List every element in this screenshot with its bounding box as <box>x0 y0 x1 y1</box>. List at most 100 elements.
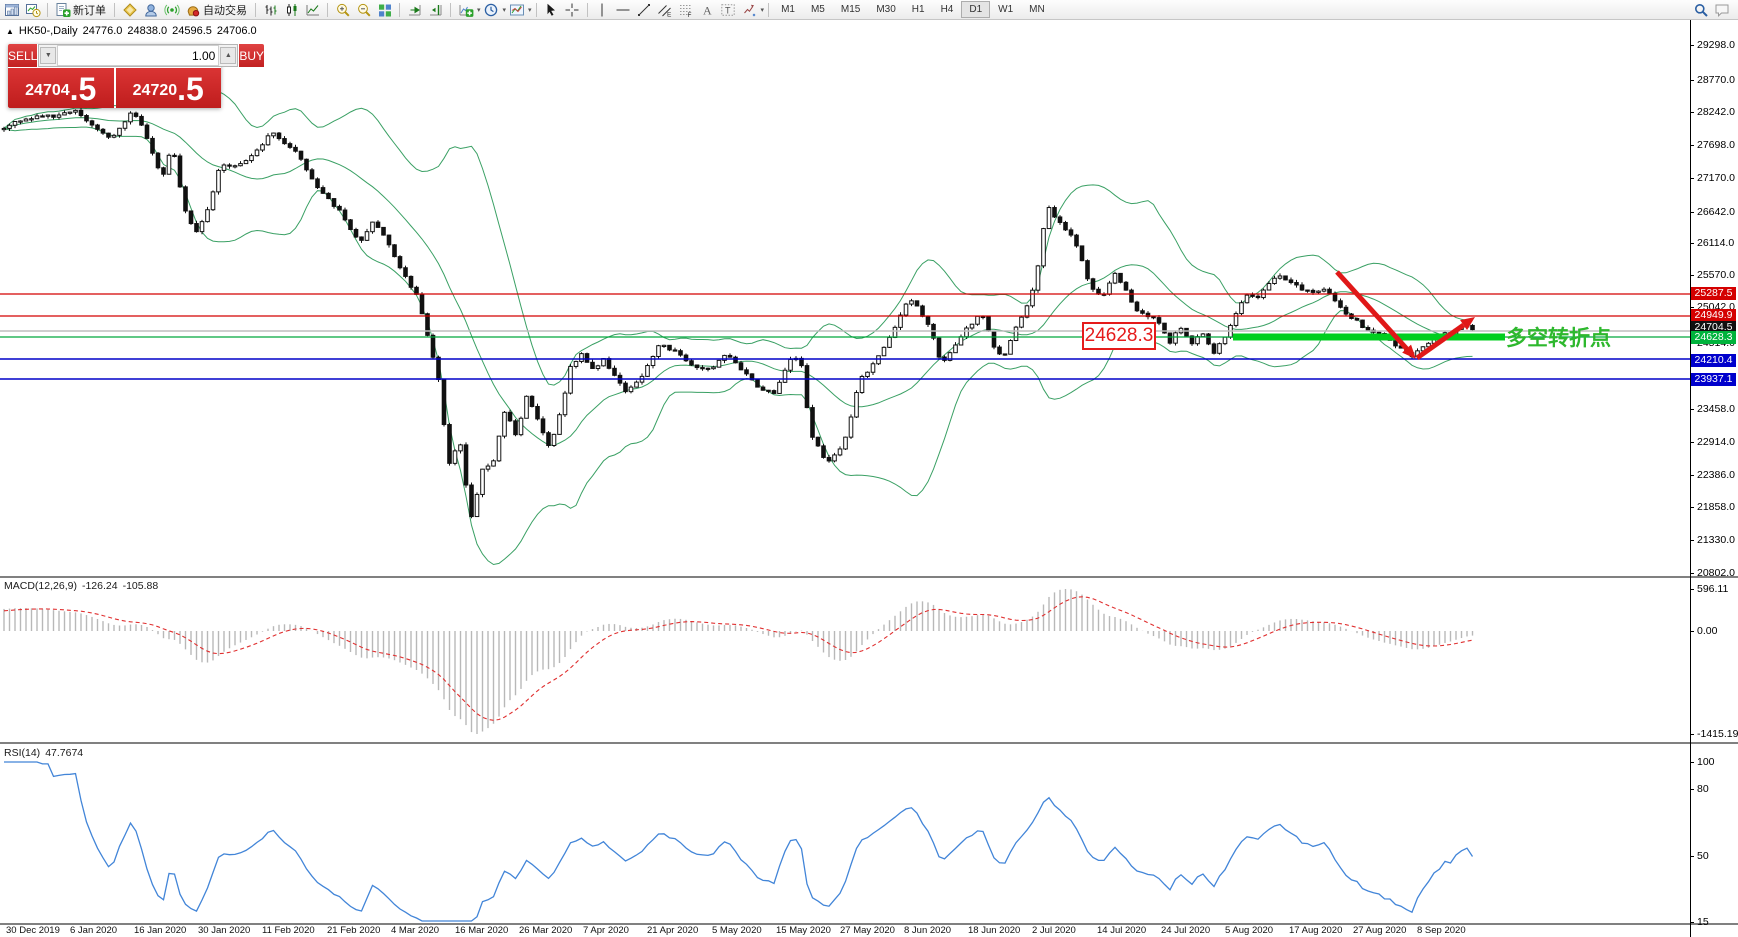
zoom-in-icon[interactable] <box>332 1 353 19</box>
bar-chart-icon[interactable] <box>260 1 281 19</box>
text-label-icon[interactable]: T <box>718 1 739 19</box>
pane-separator[interactable] <box>0 923 1738 925</box>
search-icon[interactable] <box>1690 1 1711 19</box>
periods-dropdown-icon[interactable]: ▾ <box>502 6 507 14</box>
price-level-label: 25287.5 <box>1691 286 1736 300</box>
axis-tick <box>1690 343 1694 344</box>
svg-text:T: T <box>725 5 731 15</box>
axis-tick <box>1690 922 1694 923</box>
axis-tick-label: 22386.0 <box>1697 469 1735 481</box>
axis-tick <box>1690 212 1694 213</box>
axis-tick <box>1690 856 1694 857</box>
macd-indicator-label: MACD(12,26,9) -126.24 -105.88 <box>4 580 163 592</box>
axis-tick-label: 50 <box>1697 850 1709 862</box>
auto-trading-icon[interactable] <box>182 1 203 19</box>
trendline-icon[interactable] <box>634 1 655 19</box>
date-label: 5 May 2020 <box>712 925 762 936</box>
price-level-label: 24949.9 <box>1691 308 1736 322</box>
chat-icon[interactable] <box>1711 1 1732 19</box>
axis-tick-label: 27170.0 <box>1697 172 1735 184</box>
expert-advisors-icon[interactable] <box>140 1 161 19</box>
date-label: 8 Sep 2020 <box>1417 925 1466 936</box>
auto-scroll-icon[interactable] <box>404 1 425 19</box>
axis-tick-label: 25570.0 <box>1697 269 1735 281</box>
turning-point-annotation: 多空转折点 <box>1506 327 1611 350</box>
axis-tick <box>1690 789 1694 790</box>
candle-chart-icon[interactable] <box>281 1 302 19</box>
chart-shift-icon[interactable] <box>425 1 446 19</box>
timeframe-m1-button[interactable]: M1 <box>781 4 795 15</box>
timeframe-mn-button[interactable]: MN <box>1029 4 1045 15</box>
horizontal-line-icon[interactable] <box>613 1 634 19</box>
new-order-label[interactable]: 新订单 <box>73 4 106 17</box>
panel-toggle-icon[interactable]: ▲ <box>6 27 14 36</box>
sell-price-pips: .5 <box>69 71 97 107</box>
axis-tick-label: 20802.0 <box>1697 567 1735 579</box>
signals-icon[interactable] <box>161 1 182 19</box>
date-label: 5 Aug 2020 <box>1225 925 1274 936</box>
zoom-out-icon[interactable] <box>353 1 374 19</box>
ohlc-close: 24706.0 <box>216 25 257 37</box>
sell-price-button[interactable]: 24704.5 <box>8 68 114 108</box>
line-chart-icon[interactable] <box>302 1 323 19</box>
date-label: 27 Aug 2020 <box>1353 925 1407 936</box>
date-label: 17 Aug 2020 <box>1289 925 1343 936</box>
axis-tick-label: 100 <box>1697 756 1715 768</box>
arrows-icon[interactable] <box>739 1 760 19</box>
indicators-icon[interactable] <box>455 1 476 19</box>
pane-separator[interactable] <box>0 742 1738 744</box>
vertical-line-icon[interactable] <box>592 1 613 19</box>
symbol-period: HK50-,Daily <box>18 25 78 37</box>
templates-icon[interactable] <box>506 1 527 19</box>
arrows-dropdown-icon[interactable]: ▾ <box>760 6 765 14</box>
price-axis[interactable]: 29298.0 28770.0 28242.0 27698.0 27170.0 26642… <box>1690 20 1738 937</box>
buy-button[interactable]: BUY <box>239 44 265 67</box>
price-annotation-box[interactable]: 24628.3 <box>1082 322 1156 350</box>
axis-tick-label: -1415.19 <box>1697 728 1738 740</box>
timeframe-d1-button[interactable]: D1 <box>961 1 991 18</box>
metaeditor-icon[interactable] <box>119 1 140 19</box>
axis-tick <box>1690 178 1694 179</box>
sell-button[interactable]: SELL <box>8 44 38 67</box>
timeframe-m30-button[interactable]: M30 <box>876 4 896 15</box>
timeframe-m5-button[interactable]: M5 <box>810 4 825 15</box>
timeframe-h4-button[interactable]: H4 <box>940 4 954 15</box>
periods-icon[interactable] <box>481 1 502 19</box>
axis-tick-label: 80 <box>1697 783 1709 795</box>
equidistant-channel-icon[interactable]: E <box>655 1 676 19</box>
fibonacci-icon[interactable]: F <box>676 1 697 19</box>
macd-name: MACD(12,26,9) <box>4 580 77 592</box>
toolbar-separator <box>255 2 256 17</box>
indicators-dropdown-icon[interactable]: ▾ <box>477 6 481 14</box>
timeframe-h1-button[interactable]: H1 <box>911 4 925 15</box>
macd-value-main: -126.24 <box>81 580 118 592</box>
strategy-tester-icon[interactable] <box>22 1 43 19</box>
tile-windows-icon[interactable] <box>374 1 395 19</box>
time-axis[interactable]: 30 Dec 2019 6 Jan 2020 16 Jan 2020 30 Jan 2… <box>0 0 1690 937</box>
axis-tick-label: 29298.0 <box>1697 39 1735 51</box>
axis-tick-label: 21858.0 <box>1697 501 1735 513</box>
auto-trading-label[interactable]: 自动交易 <box>203 4 247 17</box>
date-label: 16 Jan 2020 <box>134 925 187 936</box>
axis-tick-label: 22914.0 <box>1697 436 1735 448</box>
volume-down-button[interactable]: ▼ <box>40 47 57 64</box>
buy-price-button[interactable]: 24720.5 <box>115 68 221 108</box>
cursor-icon[interactable] <box>541 1 562 19</box>
date-label: 30 Dec 2019 <box>6 925 60 936</box>
volume-up-button[interactable]: ▲ <box>220 47 237 64</box>
timeframe-w1-button[interactable]: W1 <box>998 4 1014 15</box>
new-order-icon[interactable] <box>52 1 73 19</box>
axis-tick <box>1690 734 1694 735</box>
text-icon[interactable]: A <box>697 1 718 19</box>
templates-dropdown-icon[interactable]: ▾ <box>528 6 532 14</box>
pane-separator[interactable] <box>0 576 1738 578</box>
chart-window-icon[interactable] <box>1 1 22 19</box>
ohlc-high: 24838.0 <box>127 25 168 37</box>
date-label: 26 Mar 2020 <box>519 925 573 936</box>
timeframe-m15-button[interactable]: M15 <box>840 4 861 15</box>
toolbar-separator <box>399 2 400 17</box>
crosshair-icon[interactable] <box>562 1 583 19</box>
axis-tick <box>1690 80 1694 81</box>
volume-input[interactable] <box>57 45 220 66</box>
